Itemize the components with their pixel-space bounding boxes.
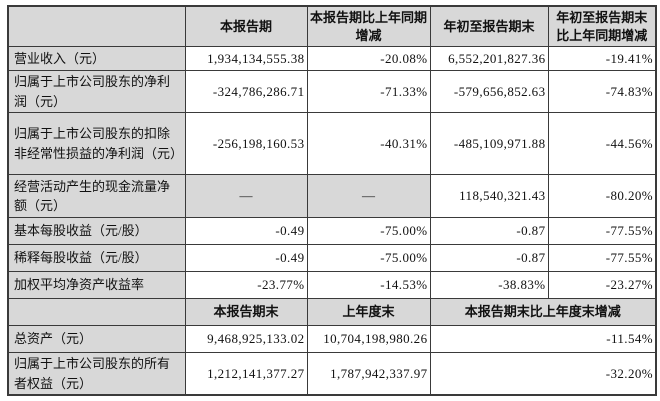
table-cell: -0.87 [429, 244, 549, 273]
table-cell: -77.55% [547, 217, 657, 246]
header-period-end: 本报告期末 [184, 298, 308, 327]
corner-cell [7, 298, 186, 327]
table-cell: -19.41% [547, 46, 657, 72]
table-cell-dash: — [306, 174, 431, 219]
table-cell: 1,212,141,377.27 [184, 352, 308, 396]
table-cell: -74.83% [547, 70, 657, 114]
row-label: 基本每股收益（元/股） [7, 217, 186, 246]
table-row-net-profit: 归属于上市公司股东的净利润（元） -324,786,286.71 -71.33%… [7, 70, 657, 114]
table-cell: -23.77% [184, 271, 308, 300]
row-label: 稀释每股收益（元/股） [7, 244, 186, 273]
row-label: 归属于上市公司股东的所有者权益（元） [7, 352, 186, 396]
header-current-period-yoy: 本报告期比上年同期增减 [306, 5, 431, 48]
table-cell: -485,109,971.88 [429, 112, 549, 176]
row-label: 归属于上市公司股东的扣除非经常性损益的净利润（元） [7, 112, 186, 176]
table-row-basic-eps: 基本每股收益（元/股） -0.49 -75.00% -0.87 -77.55% [7, 217, 657, 246]
section1-header-row: 本报告期 本报告期比上年同期增减 年初至报告期末 年初至报告期末比上年同期增减 [7, 5, 657, 48]
table-cell: 10,704,198,980.26 [306, 325, 431, 354]
table-cell: 1,787,942,337.97 [306, 352, 431, 396]
table-row-net-profit-excl-nonrecurring: 归属于上市公司股东的扣除非经常性损益的净利润（元） -256,198,160.5… [7, 112, 657, 176]
table-cell: -77.55% [547, 244, 657, 273]
table-cell: -40.31% [306, 112, 431, 176]
table-cell: -14.53% [306, 271, 431, 300]
table-cell: -38.83% [429, 271, 549, 300]
table-cell: -75.00% [306, 244, 431, 273]
table-cell: -23.27% [547, 271, 657, 300]
table-cell: -32.20% [429, 352, 657, 396]
header-ytd: 年初至报告期末 [429, 5, 549, 48]
row-label: 归属于上市公司股东的净利润（元） [7, 70, 186, 114]
row-label: 经营活动产生的现金流量净额（元） [7, 174, 186, 219]
header-period-end-change: 本报告期末比上年度末增减 [429, 298, 657, 327]
table-cell: -0.87 [429, 217, 549, 246]
table-row-total-assets: 总资产（元） 9,468,925,133.02 10,704,198,980.2… [7, 325, 657, 354]
row-label: 加权平均净资产收益率 [7, 271, 186, 300]
table-row-weighted-avg-roe: 加权平均净资产收益率 -23.77% -14.53% -38.83% -23.2… [7, 271, 657, 300]
table-cell: -0.49 [184, 244, 308, 273]
financial-summary-table: 本报告期 本报告期比上年同期增减 年初至报告期末 年初至报告期末比上年同期增减 … [7, 5, 657, 397]
table-row-operating-cash-flow: 经营活动产生的现金流量净额（元） — — 118,540,321.43 -80.… [7, 174, 657, 219]
table-cell: 1,934,134,555.38 [184, 46, 308, 72]
table-cell: 6,552,201,827.36 [429, 46, 549, 72]
table-cell: -44.56% [547, 112, 657, 176]
table-cell: -20.08% [306, 46, 431, 72]
table-cell: -324,786,286.71 [184, 70, 308, 114]
table-cell: 118,540,321.43 [429, 174, 549, 219]
table-cell: -0.49 [184, 217, 308, 246]
table-cell: -579,656,852.63 [429, 70, 549, 114]
table-cell-dash: — [184, 174, 308, 219]
table-cell: -256,198,160.53 [184, 112, 308, 176]
header-prev-year-end: 上年度末 [306, 298, 431, 327]
table-row-diluted-eps: 稀释每股收益（元/股） -0.49 -75.00% -0.87 -77.55% [7, 244, 657, 273]
row-label: 营业收入（元） [7, 46, 186, 72]
table-cell: -75.00% [306, 217, 431, 246]
header-ytd-yoy: 年初至报告期末比上年同期增减 [547, 5, 657, 48]
header-current-period: 本报告期 [184, 5, 308, 48]
table-row-revenue: 营业收入（元） 1,934,134,555.38 -20.08% 6,552,2… [7, 46, 657, 72]
table-cell: -80.20% [547, 174, 657, 219]
table-cell: 9,468,925,133.02 [184, 325, 308, 354]
section2-header-row: 本报告期末 上年度末 本报告期末比上年度末增减 [7, 298, 657, 327]
table-row-shareholders-equity: 归属于上市公司股东的所有者权益（元） 1,212,141,377.27 1,78… [7, 352, 657, 396]
table-cell: -71.33% [306, 70, 431, 114]
table-cell: -11.54% [429, 325, 657, 354]
corner-cell [7, 5, 186, 48]
row-label: 总资产（元） [7, 325, 186, 354]
